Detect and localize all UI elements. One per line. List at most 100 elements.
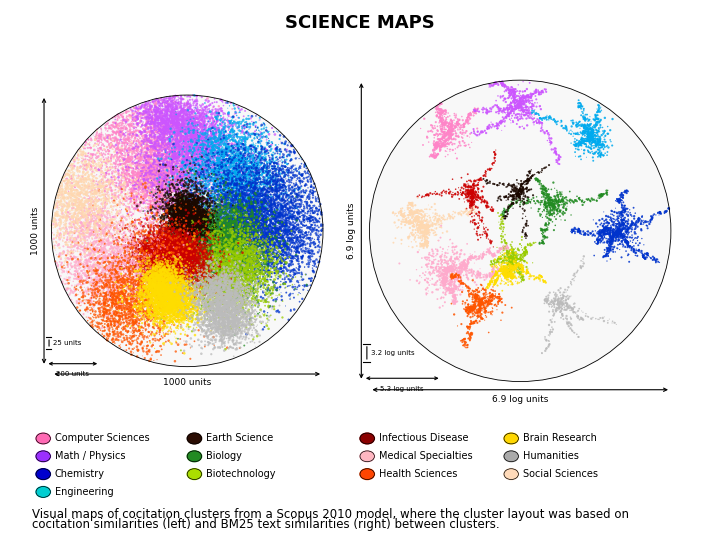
- Point: [191, 138, 202, 146]
- Point: [509, 255, 521, 264]
- Point: [544, 194, 556, 202]
- Point: [161, 249, 173, 258]
- Point: [181, 114, 192, 123]
- Point: [222, 245, 234, 253]
- Point: [155, 194, 166, 203]
- Point: [555, 198, 567, 206]
- Point: [179, 213, 190, 221]
- Point: [225, 292, 237, 301]
- Point: [619, 224, 631, 233]
- Point: [195, 220, 207, 229]
- Point: [254, 190, 266, 199]
- Point: [171, 269, 183, 278]
- Point: [181, 244, 192, 252]
- Point: [192, 234, 203, 242]
- Point: [478, 197, 490, 206]
- Point: [207, 309, 218, 318]
- Point: [215, 198, 227, 206]
- Point: [149, 171, 161, 179]
- Point: [531, 108, 542, 117]
- Point: [248, 245, 259, 253]
- Point: [134, 266, 145, 274]
- Point: [560, 288, 572, 296]
- Point: [233, 243, 245, 252]
- Point: [195, 244, 207, 253]
- Point: [219, 231, 230, 240]
- Point: [158, 308, 170, 317]
- Point: [216, 296, 228, 305]
- Point: [223, 208, 235, 217]
- Point: [247, 240, 258, 249]
- Point: [446, 127, 457, 136]
- Point: [66, 183, 78, 191]
- Point: [176, 295, 187, 304]
- Point: [231, 289, 243, 298]
- Point: [197, 219, 208, 227]
- Point: [166, 107, 178, 116]
- Point: [187, 233, 199, 242]
- Point: [238, 161, 250, 170]
- Point: [392, 224, 403, 232]
- Point: [190, 119, 202, 128]
- Point: [138, 126, 149, 134]
- Point: [202, 253, 213, 261]
- Point: [159, 308, 171, 317]
- Point: [201, 149, 212, 158]
- Point: [144, 312, 156, 321]
- Point: [181, 220, 192, 228]
- Point: [183, 119, 194, 127]
- Point: [204, 133, 215, 141]
- Point: [186, 240, 197, 248]
- Point: [213, 248, 225, 257]
- Point: [153, 169, 165, 178]
- Point: [519, 100, 531, 109]
- Point: [243, 162, 255, 171]
- Point: [208, 259, 220, 267]
- Point: [150, 303, 162, 312]
- Point: [228, 261, 239, 270]
- Point: [169, 113, 181, 122]
- Point: [188, 107, 199, 116]
- Point: [255, 207, 266, 215]
- Point: [66, 270, 77, 279]
- Point: [175, 141, 186, 150]
- Point: [224, 220, 235, 229]
- Point: [237, 176, 248, 185]
- Point: [148, 299, 159, 307]
- Point: [503, 268, 515, 277]
- Point: [240, 198, 252, 206]
- Point: [158, 287, 170, 296]
- Point: [263, 237, 274, 246]
- Point: [252, 261, 264, 270]
- Point: [495, 119, 507, 127]
- Point: [457, 279, 469, 287]
- Point: [436, 279, 448, 287]
- Point: [155, 165, 166, 173]
- Point: [231, 165, 243, 174]
- Point: [213, 277, 225, 286]
- Point: [138, 257, 150, 266]
- Point: [204, 300, 215, 309]
- Point: [141, 173, 153, 182]
- Point: [103, 177, 114, 186]
- Point: [258, 259, 269, 268]
- Point: [194, 259, 205, 267]
- Point: [412, 208, 423, 217]
- Point: [226, 236, 238, 245]
- Point: [88, 245, 99, 253]
- Point: [54, 204, 66, 212]
- Point: [122, 254, 134, 262]
- Point: [291, 171, 302, 180]
- Point: [271, 242, 283, 251]
- Point: [162, 259, 174, 268]
- Point: [212, 200, 224, 208]
- Point: [266, 225, 277, 234]
- Point: [234, 272, 246, 281]
- Point: [147, 97, 158, 106]
- Point: [235, 171, 246, 180]
- Point: [225, 167, 237, 176]
- Point: [294, 248, 305, 257]
- Point: [182, 305, 194, 313]
- Point: [556, 200, 567, 208]
- Point: [143, 114, 155, 123]
